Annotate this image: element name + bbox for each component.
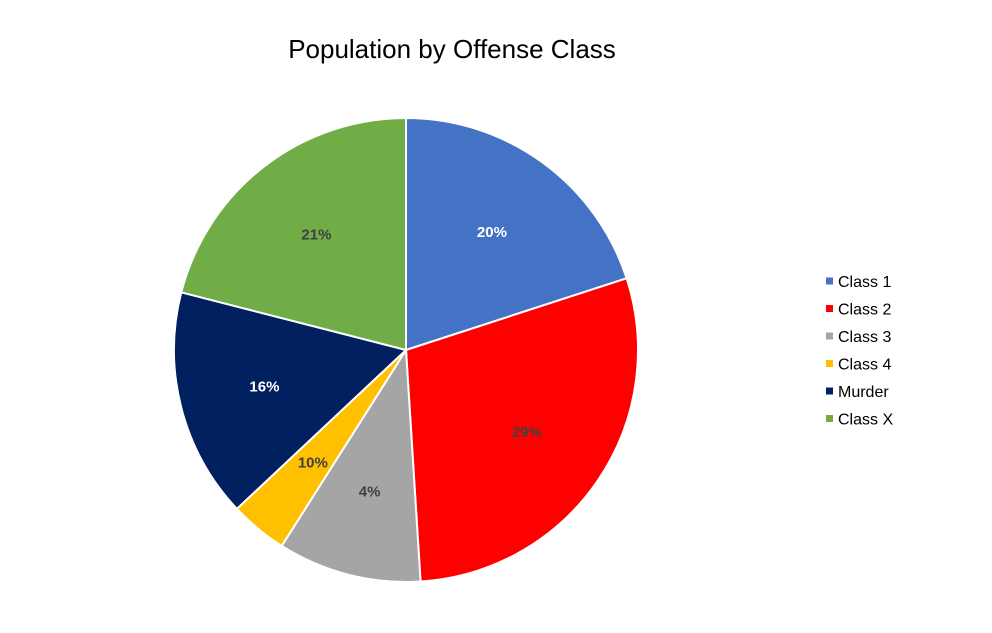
legend-label: Murder <box>838 384 889 401</box>
legend-swatch <box>826 332 833 340</box>
legend-item-class-2: Class 2 <box>826 302 891 319</box>
legend-item-class-x: Class X <box>826 412 893 429</box>
legend-swatch <box>826 415 833 422</box>
pie-slice-murder <box>173 291 409 511</box>
legend-item-class-1: Class 1 <box>826 274 891 291</box>
data-label-class-3: 4% <box>359 484 381 501</box>
legend-swatch <box>826 360 833 367</box>
legend-label: Class 2 <box>838 302 891 319</box>
data-label-class-4: 10% <box>298 455 328 472</box>
pie-slice-class-2 <box>404 277 639 583</box>
data-label-class-x: 21% <box>301 227 331 244</box>
slice-labels: 20% 29% 4% 10% 16% 21% <box>249 224 541 501</box>
legend-item-class-4: Class 4 <box>826 357 891 374</box>
pie-slice-class-x <box>180 116 407 352</box>
legend-label: Class 3 <box>838 329 891 346</box>
pie-slices <box>173 116 639 583</box>
legend-item-class-3: Class 3 <box>826 329 891 346</box>
legend-label: Class X <box>838 412 893 429</box>
pie-slice-class-3 <box>280 346 422 583</box>
data-label-class-1: 20% <box>477 224 507 241</box>
legend-swatch <box>826 387 833 395</box>
legend-swatch <box>826 277 833 285</box>
data-label-class-2: 29% <box>512 424 542 441</box>
legend: Class 1 Class 2 Class 3 Class 4 Murder Class … <box>826 274 893 429</box>
legend-label: Class 1 <box>838 274 891 291</box>
legend-item-murder: Murder <box>826 384 889 401</box>
legend-swatch <box>826 305 833 312</box>
data-label-murder: 16% <box>249 378 279 395</box>
chart-title: Population by Offense Class <box>288 34 616 64</box>
pie-slice-class-1 <box>405 116 628 352</box>
legend-label: Class 4 <box>838 357 891 374</box>
